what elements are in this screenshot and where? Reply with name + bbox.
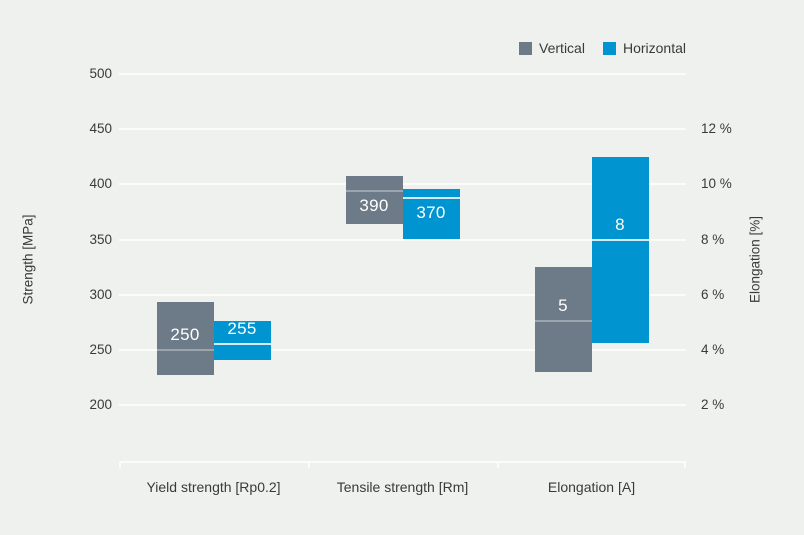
bar-vertical-2: [345, 175, 403, 225]
bar-marker-line: [345, 189, 403, 192]
bar-marker-line: [213, 343, 271, 346]
right-axis-tick-label: 6 %: [701, 286, 725, 302]
left-axis-tick-label: 500: [89, 66, 112, 81]
right-axis-tick-label: 8 %: [701, 231, 725, 247]
bar-vertical-3: [534, 267, 592, 372]
legend-label-horizontal: Horizontal: [622, 40, 686, 56]
bar-horizontal-3: [591, 156, 649, 343]
right-axis-tick-label: 12 %: [701, 121, 732, 137]
bar-horizontal-1: [213, 321, 271, 360]
x-axis-tick: [308, 461, 310, 468]
gridline: [119, 128, 686, 131]
bar-vertical-1: [156, 302, 214, 376]
legend-item-horizontal: Horizontal: [602, 40, 686, 56]
bar-value-label: 390: [359, 195, 389, 215]
bar-value-label: 5: [558, 295, 568, 315]
x-axis-tick: [497, 461, 499, 468]
left-axis-tick-label: 450: [89, 121, 112, 137]
x-axis-tick: [119, 461, 121, 468]
bar-value-label: 255: [227, 319, 257, 339]
left-axis-tick-label: 300: [89, 286, 112, 302]
x-axis-category-label: Tensile strength [Rm]: [336, 479, 469, 495]
left-axis-tick-label: 400: [89, 176, 112, 192]
bar-value-label: 370: [416, 202, 446, 222]
bar-value-label: 8: [615, 214, 625, 234]
x-axis-tick: [684, 461, 686, 468]
bar-marker-line: [156, 348, 214, 351]
x-axis-category-label: Elongation [A]: [547, 479, 636, 495]
legend-item-vertical: Vertical: [519, 40, 585, 56]
left-axis-title: Strength [MPa]: [20, 214, 36, 305]
legend: Vertical Horizontal: [519, 40, 686, 56]
gridline: [119, 348, 686, 351]
x-axis-category-label: Yield strength [Rp0.2]: [146, 479, 281, 495]
gridline: [119, 73, 686, 75]
right-axis-tick-label: 2 %: [701, 397, 725, 412]
legend-label-vertical: Vertical: [539, 40, 585, 56]
bar-marker-line: [534, 319, 592, 322]
left-axis-tick-label: 200: [89, 397, 112, 412]
legend-swatch-vertical-icon: [519, 41, 533, 55]
legend-swatch-horizontal-icon: [602, 41, 616, 55]
left-axis-tick-label: 350: [89, 231, 112, 247]
x-axis-line: [119, 461, 686, 463]
bar-value-label: 250: [170, 324, 200, 344]
gridline: [119, 183, 686, 186]
right-axis-tick-label: 4 %: [701, 341, 725, 357]
gridline: [119, 293, 686, 296]
right-axis-tick-label: 10 %: [701, 176, 732, 192]
bar-marker-line: [591, 238, 649, 241]
gridline: [119, 238, 686, 241]
bar-marker-line: [402, 196, 460, 199]
left-axis-tick-label: 250: [89, 341, 112, 357]
gridline: [119, 404, 686, 406]
